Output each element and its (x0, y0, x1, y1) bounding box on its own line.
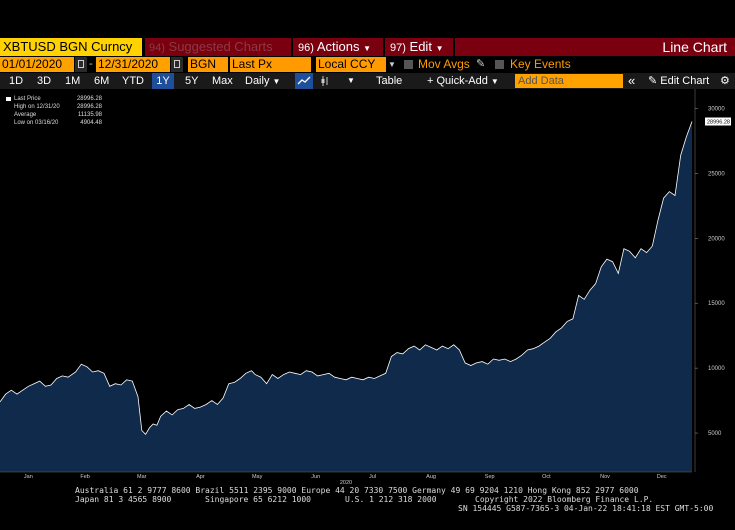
frequency-label: Daily (245, 75, 270, 87)
range-5y[interactable]: 5Y (185, 75, 199, 87)
last-value-label: 28996.28 (707, 120, 730, 126)
y-tick-label: 25000 (708, 171, 725, 177)
x-tick-label: Nov (600, 474, 610, 480)
legend-value: 4904.48 (80, 120, 102, 126)
mov-avgs-checkbox[interactable] (404, 60, 413, 69)
chevron-down-icon: ▼ (272, 77, 281, 86)
mov-avgs-label[interactable]: Mov Avgs (418, 57, 470, 71)
range-1m[interactable]: 1M (65, 75, 81, 87)
x-tick-label: Mar (137, 474, 147, 480)
quick-add-label: + Quick-Add (427, 75, 488, 87)
calendar-icon[interactable] (171, 57, 183, 72)
x-tick-label: Feb (80, 474, 89, 480)
chevron-down-icon[interactable]: ▼ (347, 76, 355, 85)
range-1y[interactable]: 1Y (152, 73, 174, 89)
collapse-icon[interactable]: « (628, 73, 636, 88)
actions-num: 96) (298, 42, 314, 54)
key-events-checkbox[interactable] (495, 60, 504, 69)
calendar-icon[interactable] (75, 57, 87, 72)
edit-menu[interactable]: 97) Edit ▼ (385, 38, 453, 56)
footer-contacts-us: U.S. 1 212 318 2000 (345, 495, 437, 504)
legend-row: High on 12/31/20 28996.28 (6, 103, 102, 111)
footer-session: SN 154445 G587-7365-3 04-Jan-22 18:41:18… (458, 504, 714, 513)
suggested-num: 94) (149, 42, 165, 54)
price-line (0, 121, 693, 435)
currency-input[interactable]: Local CCY (316, 57, 386, 72)
legend-label: High on 12/31/20 (14, 104, 60, 110)
last-value-box (705, 117, 731, 126)
edit-label: Edit (409, 39, 432, 54)
legend-swatch (6, 97, 11, 101)
legend-value: 28996.28 (76, 104, 102, 110)
range-ytd[interactable]: YTD (122, 75, 144, 87)
title-bar: XBTUSD BGN Curncy 94) Suggested Charts 9… (0, 38, 735, 56)
y-tick-label: 5000 (708, 431, 722, 437)
edit-chart-button[interactable]: ✎ Edit Chart (648, 73, 709, 89)
chevron-down-icon[interactable]: ▼ (388, 60, 396, 69)
footer-copyright: Copyright 2022 Bloomberg Finance L.P. (475, 495, 654, 504)
x-tick-label: Jul (369, 474, 376, 480)
footer-contacts-singapore: Singapore 65 6212 1000 (205, 495, 311, 504)
y-tick-label: 10000 (708, 366, 725, 372)
chart-legend: Last Price 28996.28 High on 12/31/20 28996… (6, 95, 102, 127)
suggested-charts-menu[interactable]: 94) Suggested Charts (145, 38, 291, 56)
x-tick-label: Sep (485, 474, 495, 480)
pencil-icon: ✎ (648, 75, 658, 87)
start-date-input[interactable]: 01/01/2020 (0, 57, 74, 72)
date-range-bar: 01/01/2020 - 12/31/2020 BGN Last Px Loca… (0, 57, 735, 73)
y-tick-label: 30000 (708, 106, 725, 112)
chevron-down-icon: ▼ (490, 77, 499, 86)
frequency-select[interactable]: Daily ▼ (245, 73, 280, 89)
edit-num: 97) (390, 42, 406, 54)
x-tick-label: Apr (196, 474, 205, 480)
footer-contacts-japan: Japan 81 3 4565 8900 (75, 495, 172, 504)
actions-menu[interactable]: 96) Actions ▼ (293, 38, 383, 56)
source-input[interactable]: BGN (188, 57, 228, 72)
candle-chart-icon[interactable] (320, 73, 330, 89)
legend-label: Last Price (14, 96, 41, 102)
x-tick-label: Jun (311, 474, 320, 480)
suggested-label: Suggested Charts (168, 39, 273, 54)
x-tick-label: Aug (426, 474, 436, 480)
actions-label: Actions (316, 39, 360, 54)
y-tick-label: 15000 (708, 301, 725, 307)
chart-toolbar: 1D 3D 1M 6M YTD 1Y 5Y Max Daily ▼ ▼ Tabl… (0, 73, 735, 89)
x-tick-label: May (252, 474, 263, 480)
x-tick-label: Dec (657, 474, 667, 480)
legend-label: Average (14, 112, 37, 118)
table-button[interactable]: Table (376, 75, 403, 87)
legend-value: 11135.98 (77, 112, 102, 118)
gear-icon[interactable]: ⚙ (720, 75, 730, 87)
price-chart[interactable]: 5000 10000 15000 20000 25000 30000 28996.28 Ja… (0, 89, 735, 486)
edit-chart-label: Edit Chart (660, 75, 710, 87)
key-events-label[interactable]: Key Events (510, 57, 571, 71)
chevron-down-icon: ▼ (363, 44, 371, 53)
footer-contacts-1: Australia 61 2 9777 8600 Brazil 5511 239… (75, 486, 639, 495)
add-data-input[interactable]: Add Data (515, 74, 623, 88)
range-1d[interactable]: 1D (9, 75, 24, 87)
x-year-label: 2020 (340, 480, 352, 486)
legend-row: Last Price 28996.28 (6, 95, 102, 103)
price-area (0, 121, 692, 472)
chevron-down-icon: ▼ (435, 44, 444, 53)
range-6m[interactable]: 6M (94, 75, 110, 87)
legend-label: Low on 03/16/20 (14, 120, 59, 126)
legend-value: 28996.28 (76, 96, 102, 102)
range-3d[interactable]: 3D (37, 75, 52, 87)
legend-row: Average 11135.98 (6, 111, 102, 119)
line-chart-icon[interactable] (295, 73, 313, 89)
legend-row: Low on 03/16/20 4904.48 (6, 119, 102, 127)
range-max[interactable]: Max (212, 75, 233, 87)
x-tick-label: Jan (24, 474, 33, 480)
y-tick-label: 20000 (708, 236, 725, 242)
end-date-input[interactable]: 12/31/2020 (96, 57, 170, 72)
quick-add-button[interactable]: + Quick-Add ▼ (427, 73, 499, 89)
ticker-field[interactable]: XBTUSD BGN Curncy (0, 38, 142, 56)
chart-type-title: Line Chart (455, 38, 735, 56)
pencil-icon[interactable]: ✎ (476, 58, 486, 70)
date-separator: - (89, 58, 93, 70)
price-field-input[interactable]: Last Px (230, 57, 311, 72)
x-tick-label: Oct (542, 474, 551, 480)
